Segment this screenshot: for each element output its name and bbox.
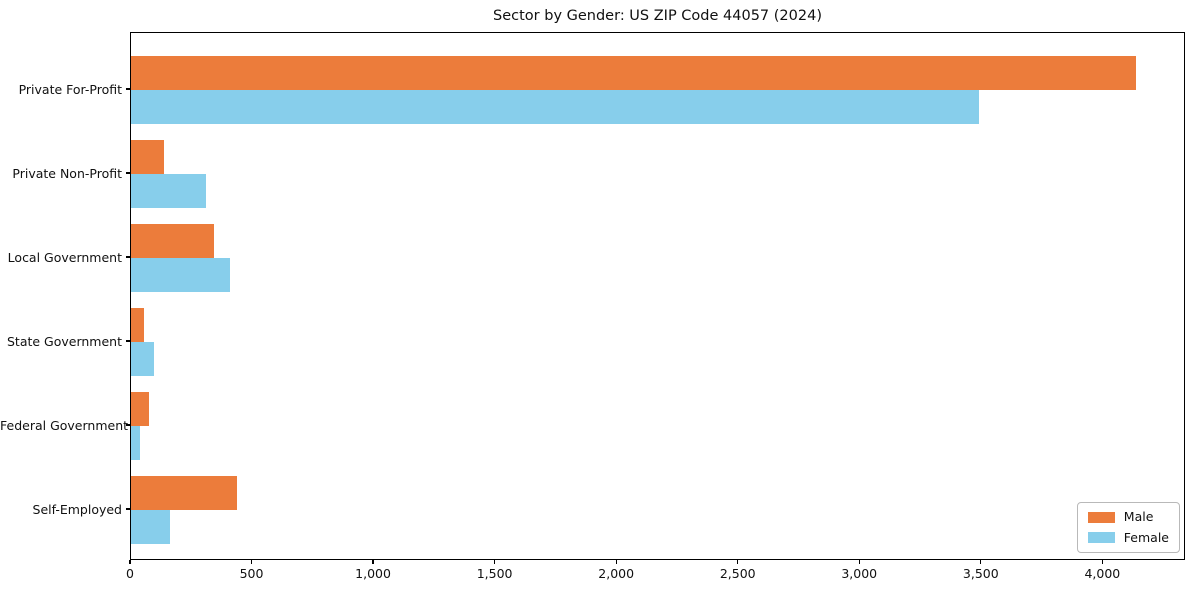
y-axis-label-self-employed: Self-Employed — [32, 501, 122, 517]
bar-female-federal-government — [131, 426, 140, 460]
bar-female-self-employed — [131, 510, 170, 544]
y-tick-mark — [126, 340, 130, 342]
x-tick-label: 3,000 — [841, 566, 878, 581]
chart-title: Sector by Gender: US ZIP Code 44057 (202… — [493, 8, 822, 24]
bar-male-private-for-profit — [131, 56, 1137, 90]
x-tick-label: 1,000 — [355, 566, 391, 581]
bar-male-federal-government — [131, 392, 150, 426]
x-tick-mark — [493, 560, 496, 564]
legend-label-female: Female — [1123, 529, 1169, 545]
x-tick-label: 2,500 — [719, 566, 756, 581]
legend-entry-female: Female — [1087, 529, 1169, 545]
y-tick-mark — [126, 424, 130, 426]
bar-female-local-government — [131, 258, 230, 292]
bar-female-state-government — [131, 342, 155, 376]
y-axis-label-state-government: State Government — [6, 333, 122, 349]
bar-male-private-non-profit — [131, 140, 164, 174]
y-axis-label-private-for-profit: Private For-Profit — [18, 81, 122, 97]
y-axis-label-local-government: Local Government — [7, 249, 122, 265]
bar-male-local-government — [131, 224, 214, 258]
bar-female-private-for-profit — [131, 90, 980, 124]
y-axis-label-federal-government: Federal Government — [0, 417, 129, 433]
x-tick-label: 500 — [239, 566, 264, 581]
x-tick-mark — [129, 560, 131, 564]
legend-label-male: Male — [1123, 509, 1154, 524]
legend-swatch-female — [1087, 532, 1115, 544]
x-tick-label: 0 — [126, 566, 134, 581]
x-tick-mark — [858, 560, 860, 564]
x-tick-mark — [250, 560, 253, 564]
bar-male-state-government — [131, 308, 145, 342]
x-tick-mark — [737, 560, 739, 564]
bar-male-self-employed — [131, 476, 237, 510]
x-tick-mark — [980, 560, 982, 564]
legend-swatch-male — [1087, 511, 1115, 523]
x-tick-label: 4,000 — [1084, 566, 1121, 581]
x-tick-label: 3,500 — [962, 566, 999, 581]
x-tick-mark — [615, 560, 617, 564]
legend-entry-male: Male — [1087, 509, 1169, 524]
bar-female-private-non-profit — [131, 174, 207, 208]
y-tick-mark — [126, 88, 130, 90]
y-tick-mark — [126, 508, 130, 510]
x-tick-mark — [372, 560, 374, 564]
x-tick-label: 2,000 — [598, 566, 635, 581]
legend: Male Female — [1076, 502, 1180, 553]
plot-area: Male Female — [130, 32, 1185, 560]
y-tick-mark — [126, 172, 130, 174]
y-axis-label-private-non-profit: Private Non-Profit — [12, 165, 122, 181]
y-tick-mark — [126, 256, 130, 258]
x-tick-label: 1,500 — [476, 566, 513, 581]
x-tick-mark — [1101, 560, 1103, 564]
